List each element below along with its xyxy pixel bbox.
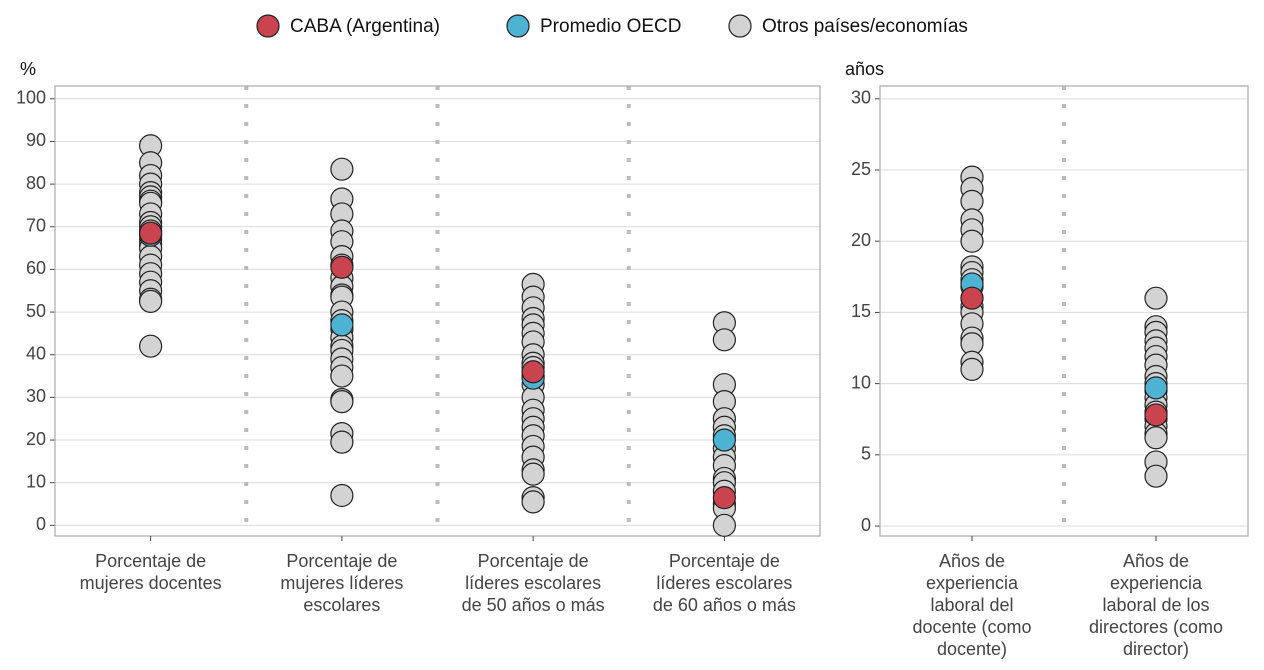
- point: [139, 289, 163, 314]
- point: [1144, 403, 1168, 427]
- x-tick-label: Años de experiencia laboral de los director…: [1089, 551, 1223, 659]
- point: [521, 462, 545, 486]
- legend-marker: [256, 14, 280, 38]
- x-tick-line: escolares: [303, 595, 380, 615]
- x-tick-label: Porcentaje de líderes escolares de 60 años…: [653, 551, 796, 615]
- point: [521, 490, 545, 514]
- legend-label: CABA (Argentina): [290, 16, 440, 37]
- y-tick-label: 60: [26, 258, 46, 278]
- y-tick-label: 20: [26, 429, 46, 449]
- y-tick-label: 30: [26, 386, 46, 406]
- x-tick-line: Porcentaje de: [669, 551, 780, 571]
- plot-frame: [54, 85, 821, 537]
- y-tick-label: 5: [861, 444, 871, 464]
- point: [1144, 426, 1168, 450]
- x-tick-label: Porcentaje de mujeres docentes: [80, 551, 222, 593]
- x-tick-line: laboral del: [930, 595, 1013, 615]
- x-tick-line: docente): [937, 639, 1007, 659]
- point: [521, 360, 545, 384]
- point: [330, 255, 354, 279]
- point: [712, 513, 736, 537]
- x-tick-line: Porcentaje de: [286, 551, 397, 571]
- x-tick-line: directores (como: [1089, 617, 1223, 637]
- point: [330, 313, 354, 337]
- x-tick-label: Porcentaje de mujeres líderes escolares: [280, 551, 403, 615]
- point: [712, 486, 736, 510]
- point: [712, 428, 736, 452]
- y-tick-label: 40: [26, 343, 46, 363]
- point: [1144, 464, 1168, 488]
- point: [330, 483, 354, 508]
- x-tick-line: Años de: [1123, 551, 1189, 571]
- point: [960, 229, 984, 253]
- x-tick-line: experiencia: [1110, 573, 1203, 593]
- y-axis-label: %: [20, 59, 36, 79]
- x-tick-line: líderes escolares: [465, 573, 601, 593]
- point: [330, 430, 354, 454]
- y-tick-label: 90: [26, 130, 46, 150]
- x-tick-line: mujeres docentes: [80, 573, 222, 593]
- x-tick-line: Porcentaje de: [95, 551, 206, 571]
- y-axis-label: años: [845, 59, 884, 79]
- x-tick-line: Porcentaje de: [478, 551, 589, 571]
- y-tick-label: 15: [851, 301, 871, 321]
- y-tick-label: 30: [851, 88, 871, 108]
- y-tick-label: 50: [26, 301, 46, 321]
- y-tick-label: 80: [26, 173, 46, 193]
- y-tick-label: 0: [861, 515, 871, 535]
- y-tick-label: 25: [851, 159, 871, 179]
- legend-label: Promedio OECD: [540, 16, 682, 37]
- x-tick-line: laboral de los: [1102, 595, 1209, 615]
- point: [960, 286, 984, 310]
- legend-label: Otros países/economías: [762, 16, 968, 37]
- point: [330, 364, 354, 388]
- x-tick-line: Años de: [939, 551, 1005, 571]
- legend-marker: [506, 14, 530, 38]
- y-tick-label: 100: [16, 88, 46, 108]
- x-tick-label: Años de experiencia laboral del docente (co…: [912, 551, 1031, 659]
- x-tick-line: experiencia: [926, 573, 1019, 593]
- point: [960, 357, 984, 381]
- x-tick-line: director): [1123, 639, 1189, 659]
- legend-marker: [728, 14, 752, 38]
- plot-frame: [879, 85, 1249, 537]
- point: [712, 328, 736, 352]
- y-tick-label: 0: [36, 514, 46, 534]
- y-tick-label: 10: [26, 471, 46, 491]
- y-tick-label: 20: [851, 230, 871, 250]
- x-tick-label: Porcentaje de líderes escolares de 50 años…: [462, 551, 605, 615]
- point: [139, 221, 163, 245]
- x-tick-line: mujeres líderes: [280, 573, 403, 593]
- point: [1144, 376, 1168, 400]
- x-tick-line: de 50 años o más: [462, 595, 605, 615]
- x-tick-line: de 60 años o más: [653, 595, 796, 615]
- point: [330, 157, 354, 181]
- point: [139, 334, 163, 358]
- y-tick-label: 10: [851, 372, 871, 392]
- point: [330, 390, 354, 414]
- y-tick-label: 70: [26, 216, 46, 236]
- point: [1144, 286, 1168, 310]
- x-tick-line: líderes escolares: [656, 573, 792, 593]
- x-tick-line: docente (como: [912, 617, 1031, 637]
